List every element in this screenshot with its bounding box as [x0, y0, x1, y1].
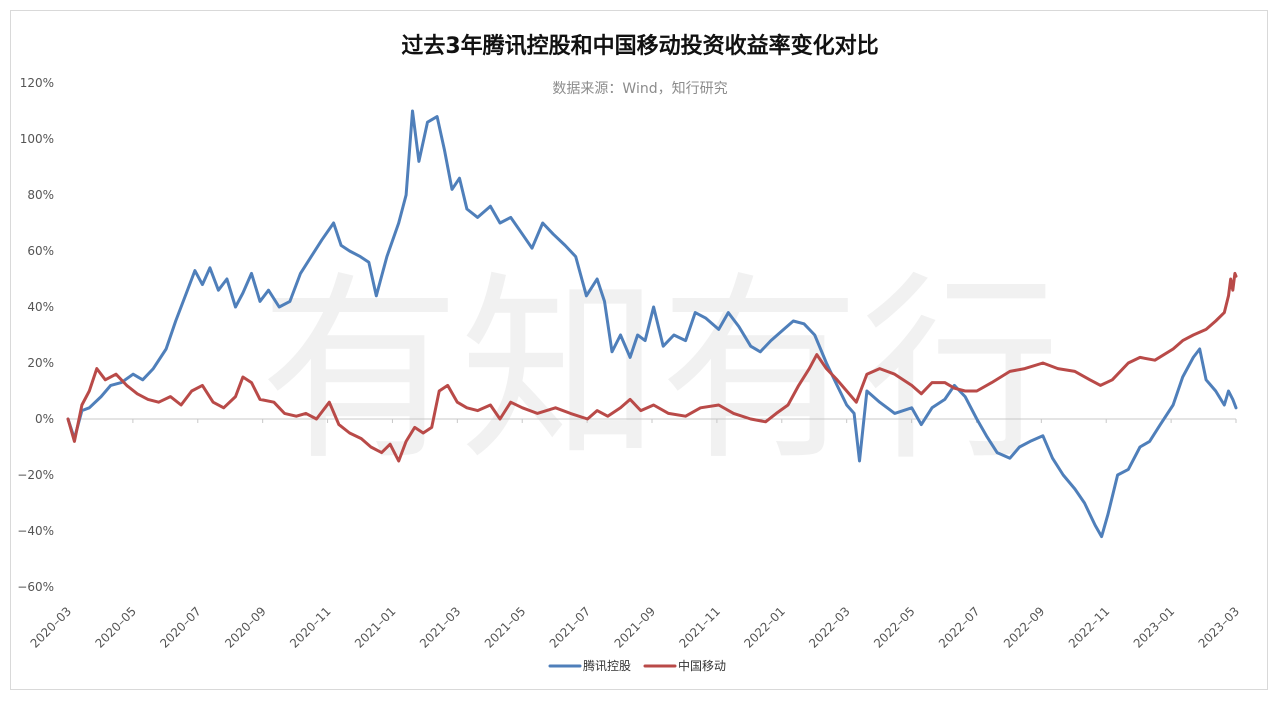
x-tick-label: 2022–09 [1001, 604, 1048, 651]
x-tick-label: 2022–03 [806, 604, 853, 651]
x-tick-label: 2020–07 [157, 604, 204, 651]
x-tick-label: 2023–03 [1196, 604, 1243, 651]
series-line-1 [66, 109, 1238, 539]
x-tick-label: 2023–01 [1131, 604, 1178, 651]
y-tick-label: −40% [17, 524, 54, 538]
chart-title: 过去3年腾讯控股和中国移动投资收益率变化对比 [401, 34, 879, 59]
y-tick-label: −60% [17, 580, 54, 594]
y-tick-label: 0% [35, 412, 54, 426]
chart-subtitle: 数据来源：Wind，知行研究 [552, 81, 728, 97]
x-tick-label: 2022–01 [741, 604, 788, 651]
chart-frame [10, 10, 1268, 690]
x-tick-label: 2021–03 [417, 604, 464, 651]
y-tick-label: −20% [17, 468, 54, 482]
y-tick-label: 60% [27, 244, 54, 258]
x-tick-label: 2021–07 [547, 604, 594, 651]
x-tick-label: 2020–05 [92, 604, 139, 651]
x-tick-label: 2021–05 [482, 604, 529, 651]
x-tick-label: 2020–09 [222, 604, 269, 651]
y-tick-label: 20% [27, 356, 54, 370]
series-line-2 [66, 271, 1238, 463]
legend: 腾讯控股 中国移动 [548, 658, 726, 673]
legend-label-2: 中国移动 [678, 658, 726, 673]
y-tick-label: 100% [20, 132, 54, 146]
series-layer [66, 109, 1238, 539]
x-tick-label: 2020–11 [287, 604, 334, 651]
legend-label-1: 腾讯控股 [583, 658, 631, 673]
x-tick-label: 2021–01 [352, 604, 399, 651]
x-tick-label: 2022–11 [1066, 604, 1113, 651]
x-tick-label: 2020–03 [28, 604, 75, 651]
y-tick-label: 40% [27, 300, 54, 314]
y-tick-label: 120% [20, 76, 54, 90]
x-tick-label: 2022–07 [936, 604, 983, 651]
y-tick-label: 80% [27, 188, 54, 202]
x-tick-label: 2021–09 [612, 604, 659, 651]
x-tick-label: 2021–11 [676, 604, 723, 651]
x-tick-label: 2022–05 [871, 604, 918, 651]
